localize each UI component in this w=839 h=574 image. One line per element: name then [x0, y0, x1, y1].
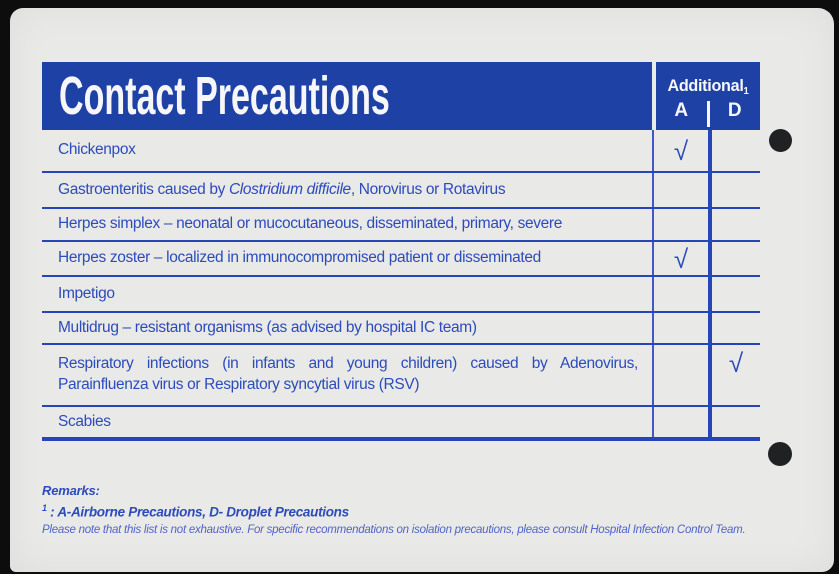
disease-cell: Multidrug – resistant organisms (as advi…	[42, 313, 652, 343]
additional-footnote-marker: 1	[743, 86, 749, 97]
table-row: Gastroenteritis caused by Clostridium di…	[42, 171, 760, 207]
droplet-check-cell	[708, 130, 760, 171]
disease-cell: Scabies	[42, 407, 652, 437]
droplet-check-cell	[708, 173, 760, 207]
disease-text: Impetigo	[58, 284, 115, 302]
additional-label: Additional 1	[659, 62, 758, 97]
disease-text: Multidrug – resistant organisms (as advi…	[58, 318, 477, 336]
disease-cell: Respiratory infections (in infants and y…	[42, 345, 652, 405]
disease-cell: Herpes zoster – localized in immunocompr…	[42, 242, 652, 275]
disease-text: Herpes simplex – neonatal or mucocutaneo…	[58, 215, 563, 232]
remarks-heading: Remarks:	[42, 483, 100, 498]
additional-columns-header: Additional 1 A D	[652, 62, 760, 130]
disease-text: Respiratory infections (in infants and y…	[58, 355, 638, 372]
table-row: Impetigo	[42, 275, 760, 311]
precautions-table: Contact Precautions Additional 1 A D Chic…	[42, 62, 760, 441]
droplet-check-cell	[708, 407, 760, 437]
disease-text: Herpes zoster – localized in immunocompr…	[58, 249, 541, 266]
table-row: Herpes zoster – localized in immunocompr…	[42, 240, 760, 275]
airborne-check-cell	[652, 173, 708, 207]
title-cell: Contact Precautions	[42, 62, 652, 130]
binder-hole-top	[769, 129, 792, 152]
additional-label-text: Additional	[667, 76, 744, 95]
airborne-check-cell	[652, 209, 708, 240]
airborne-check-cell	[652, 345, 708, 405]
column-a-header: A	[674, 100, 689, 121]
disease-cell: Chickenpox	[42, 130, 652, 171]
footnote-marker: 1	[42, 503, 47, 513]
check-icon: √	[673, 243, 689, 274]
table-row: Multidrug – resistant organisms (as advi…	[42, 311, 760, 343]
airborne-check-cell	[652, 313, 708, 343]
droplet-check-cell	[708, 313, 760, 343]
table-row: Chickenpox √	[42, 130, 760, 171]
check-icon: √	[673, 135, 689, 166]
disease-cell: Impetigo	[42, 277, 652, 311]
table-header: Contact Precautions Additional 1 A D	[42, 62, 760, 130]
ad-letter-row: A D	[656, 96, 760, 130]
table-body: Chickenpox √ Gastroenteritis caused by C…	[42, 130, 760, 441]
disease-text: Chickenpox	[58, 141, 136, 158]
droplet-check-cell: √	[708, 345, 760, 405]
reference-card: Contact Precautions Additional 1 A D Chic…	[10, 8, 834, 572]
airborne-check-cell: √	[652, 130, 708, 171]
disease-cell: Gastroenteritis caused by Clostridium di…	[42, 173, 652, 207]
check-icon: √	[728, 348, 744, 378]
table-row: Herpes simplex – neonatal or mucocutaneo…	[42, 207, 760, 240]
column-divider	[706, 101, 710, 127]
droplet-check-cell	[708, 277, 760, 311]
column-d-header: D	[727, 100, 742, 121]
disease-text: Scabies	[58, 412, 111, 430]
disclaimer-note: Please note that this list is not exhaus…	[42, 523, 746, 536]
remarks-section: Remarks: 1 : A-Airborne Precautions, D- …	[42, 482, 782, 539]
table-row: Scabies	[42, 405, 760, 437]
disease-text: Parainfluenza virus or Respiratory syncy…	[58, 376, 420, 393]
droplet-check-cell	[708, 242, 760, 275]
airborne-check-cell	[652, 277, 708, 311]
airborne-check-cell	[652, 407, 708, 437]
page-title: Contact Precautions	[59, 66, 390, 126]
footnote-line: 1 : A-Airborne Precautions, D- Droplet P…	[42, 499, 782, 522]
table-row: Respiratory infections (in infants and y…	[42, 343, 760, 405]
droplet-check-cell	[708, 209, 760, 240]
disease-text: Gastroenteritis caused by Clostridium di…	[58, 180, 506, 198]
disease-cell: Herpes simplex – neonatal or mucocutaneo…	[42, 209, 652, 240]
footnote-text: : A-Airborne Precautions, D- Droplet Pre…	[46, 504, 349, 520]
airborne-check-cell: √	[652, 242, 708, 275]
binder-hole-bottom	[768, 442, 792, 466]
